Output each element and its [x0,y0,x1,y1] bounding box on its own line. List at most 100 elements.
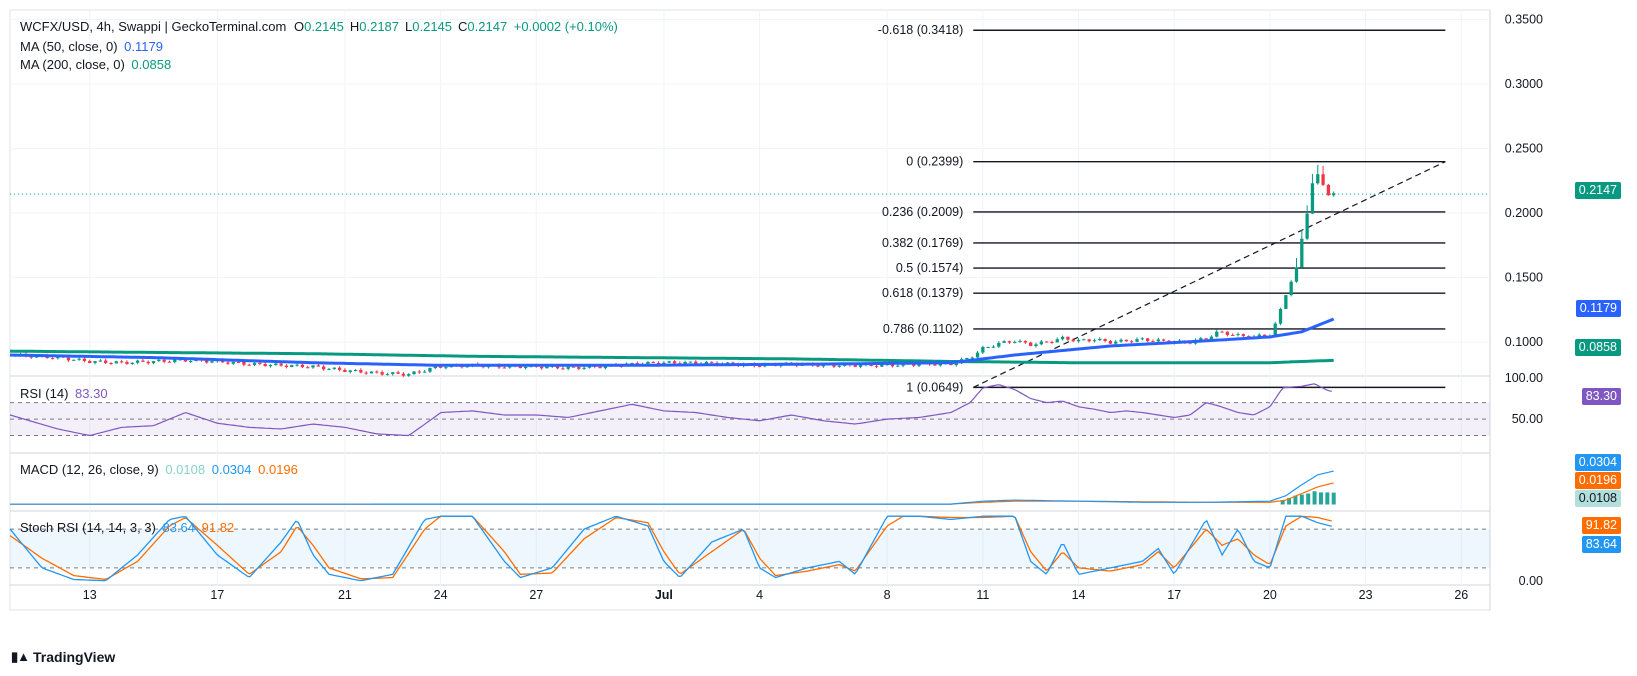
rsi-tick-label: 100.00 [1505,371,1543,385]
candle-body [306,367,310,369]
candle-body [1039,341,1043,345]
candle-body [391,372,395,375]
ma50-value: 0.1179 [124,39,163,54]
candle-body [141,360,145,362]
candle-body [1215,331,1219,337]
candle-body [566,366,570,369]
candle-body [353,369,358,371]
candle-body [1151,341,1155,343]
fib-level-label: 0.786 (0.1102) [883,322,963,336]
macd-histogram-bar [1331,492,1336,505]
stoch-band-fill [10,529,1490,568]
candle-body [1023,340,1028,343]
macd-histogram-bar [1287,497,1292,505]
candle-body [912,364,916,366]
candle-body [502,367,507,369]
candle-body [316,365,320,367]
candle-body [173,359,177,363]
candle-body [858,365,863,367]
tradingview-logo[interactable]: ▮▲ TradingView [11,649,115,665]
candle-body [343,369,347,373]
candle-body [337,367,342,370]
candle-body [1114,341,1118,344]
candle-body [710,361,714,363]
candle-body [29,356,33,358]
fib-level-label: 0.236 (0.2009) [882,205,963,219]
candle-body [577,366,581,369]
rsi-legend[interactable]: RSI (14) 83.30 [20,386,108,402]
fib-level-label: 0.5 (0.1574) [896,261,963,275]
candle-body [1204,338,1208,340]
ma50-legend[interactable]: MA (50, close, 0) 0.1179 [20,39,163,55]
candle-body [327,368,331,370]
last-price-badge: 0.2147 [1574,182,1621,199]
candle-body [1060,336,1065,340]
macd-histogram-bar [1318,492,1323,505]
ma200-value: 0.0858 [131,57,172,72]
ohlc-key-c: C [458,19,468,34]
x-tick-label: 20 [1263,588,1277,602]
candle-body [300,364,305,368]
stoch-d-badge: 91.82 [1581,517,1621,534]
candle-body [433,366,437,369]
candle-body [630,363,634,365]
stoch-legend[interactable]: Stoch RSI (14, 14, 3, 3) 83.64 91.82 [20,520,234,536]
candle-body [104,360,108,364]
y-tick-label: 0.2500 [1505,142,1543,156]
candle-body [423,371,427,373]
ma200-line [9,349,1334,365]
candle-body [242,362,246,365]
candle-body [66,357,71,361]
candle-body [1103,338,1107,341]
candle-body [970,357,974,359]
candle-body [1108,340,1113,344]
candle-body [1082,339,1086,341]
candle-body [252,362,257,365]
candle-body [1161,339,1166,341]
candle-body [428,368,432,372]
candle-body [704,361,709,364]
candle-body [189,361,193,363]
candle-body [1231,334,1235,336]
macd-histogram-bar [1299,494,1304,505]
candle-body [364,372,368,374]
candle-body [890,364,895,367]
candle-body [1076,339,1081,342]
candle-body [146,361,150,364]
symbol-legend: WCFX/USD, 4h, Swappi | GeckoTerminal.com… [20,19,618,35]
ma200-legend[interactable]: MA (200, close, 0) 0.0858 [20,57,171,73]
macd-signal-value: 0.0196 [258,462,298,477]
x-tick-label: 8 [884,588,891,602]
candle-body [853,365,857,367]
ma50-badge: 0.1179 [1575,300,1621,317]
hist-badge: 0.0108 [1574,490,1621,507]
candle-body [981,347,985,353]
y-tick-label: 0.1500 [1505,271,1543,285]
candle-body [1326,184,1331,196]
candle-body [1300,238,1304,268]
candle-body [667,361,671,363]
candle-body [407,374,411,376]
candle-body [125,361,129,364]
candle-body [954,363,958,366]
candle-body [1002,341,1006,343]
candle-body [651,361,655,363]
x-tick-label: 14 [1072,588,1086,602]
x-tick-label: 13 [83,588,97,602]
candle-body [417,371,421,373]
fib-trend-line [973,161,1446,388]
ohlc-value-l: 0.2145 [412,19,453,34]
x-tick-label: 27 [529,588,543,602]
candle-body [603,365,608,369]
fib-level-label: -0.618 (0.3418) [878,23,963,37]
macd-legend[interactable]: MACD (12, 26, close, 9) 0.0108 0.0304 0.… [20,462,298,478]
ohlc-key-l: L [405,19,413,34]
candle-body [1209,336,1214,340]
ma200-badge: 0.0858 [1574,339,1621,356]
x-tick-label: 4 [756,588,763,602]
candle-body [396,372,400,374]
candle-body [258,362,262,364]
x-tick-label: 11 [976,588,989,602]
y-tick-label: 0.3500 [1505,13,1543,27]
